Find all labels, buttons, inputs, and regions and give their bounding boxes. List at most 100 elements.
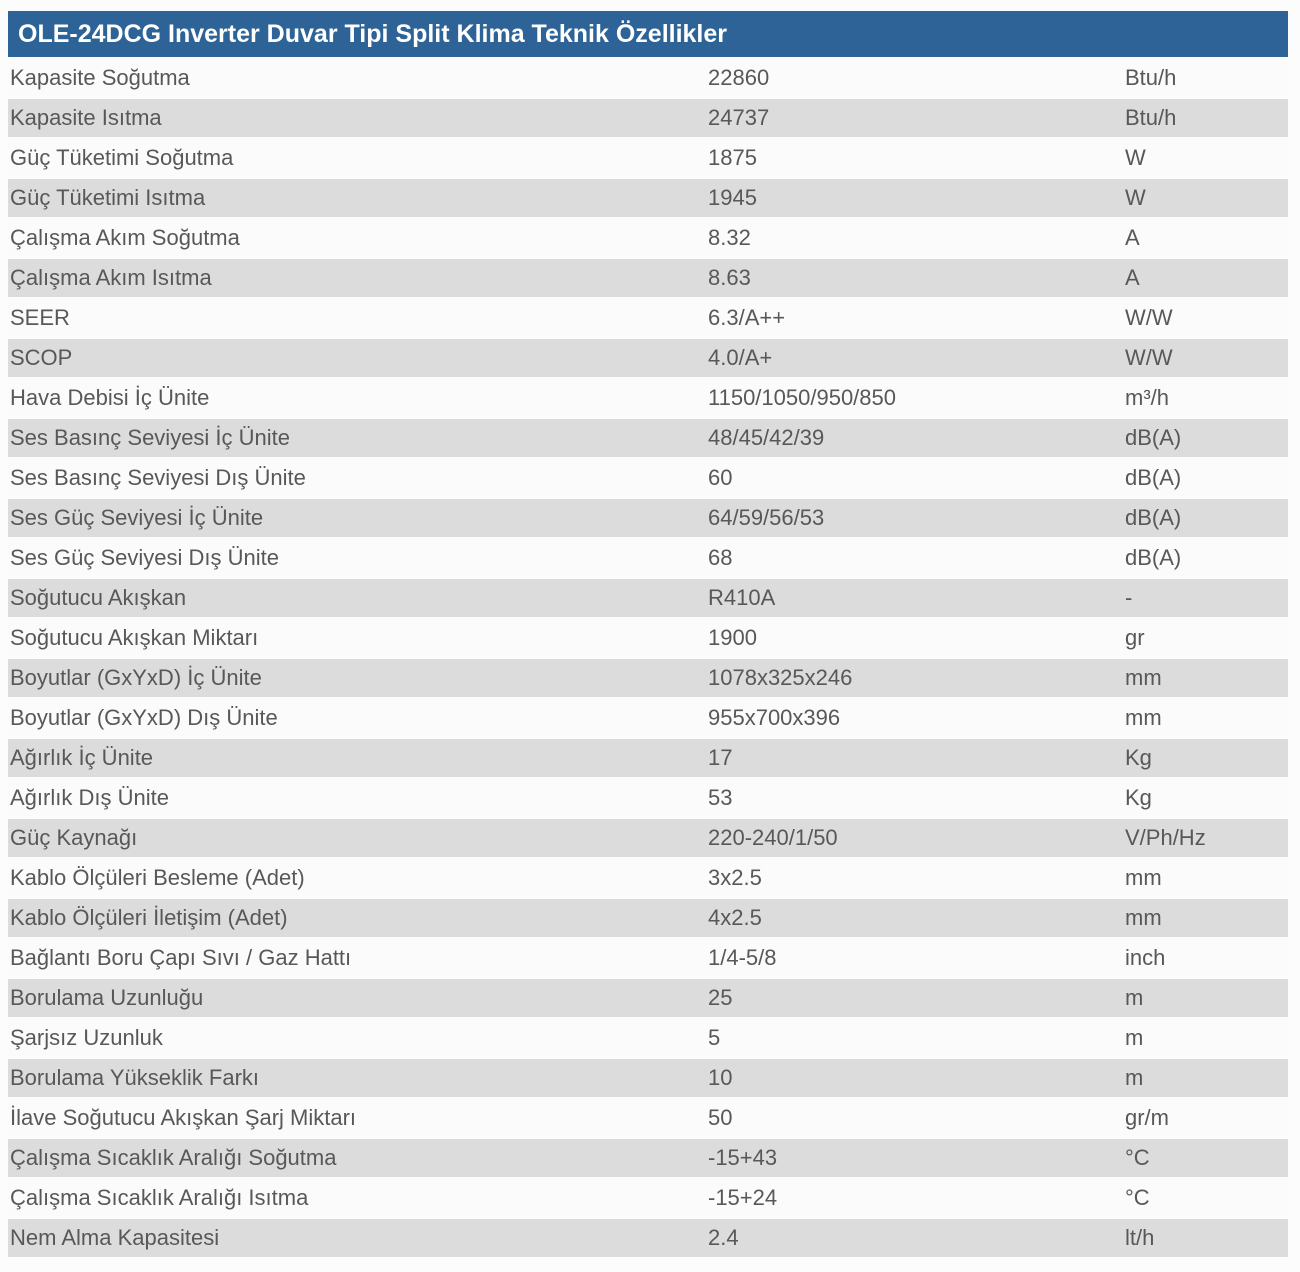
spec-value: 4x2.5	[708, 905, 762, 930]
spec-label: Çalışma Sıcaklık Aralığı Isıtma	[10, 1185, 309, 1210]
table-row: Kapasite Isıtma 24737 Btu/h	[8, 99, 1288, 137]
spec-value: 220-240/1/50	[708, 825, 838, 850]
spec-unit: A	[1125, 225, 1140, 250]
spec-unit: W	[1125, 185, 1146, 210]
spec-value: R410A	[708, 585, 776, 610]
spec-value: 1875	[708, 145, 757, 170]
spec-value: 50	[708, 1105, 733, 1130]
table-row: SEER 6.3/A++ W/W	[8, 299, 1288, 337]
spec-value: 4.0/A+	[708, 345, 773, 370]
table-row: Borulama Yükseklik Farkı 10 m	[8, 1059, 1288, 1097]
table-row: Boyutlar (GxYxD) Dış Ünite 955x700x396 m…	[8, 699, 1288, 737]
table-row: Ses Basınç Seviyesi Dış Ünite 60 dB(A)	[8, 459, 1288, 497]
spec-label: İlave Soğutucu Akışkan Şarj Miktarı	[10, 1105, 357, 1130]
spec-unit: lt/h	[1125, 1225, 1155, 1250]
spec-label: Soğutucu Akışkan Miktarı	[10, 625, 259, 650]
spec-label: Kapasite Isıtma	[10, 105, 162, 130]
table-row: Çalışma Akım Soğutma 8.32 A	[8, 219, 1288, 257]
spec-value: 1900	[708, 625, 757, 650]
table-row: Çalışma Sıcaklık Aralığı Isıtma -15+24 °…	[8, 1179, 1288, 1217]
spec-value: 17	[708, 745, 733, 770]
spec-label: Nem Alma Kapasitesi	[10, 1225, 220, 1250]
spec-label: Bağlantı Boru Çapı Sıvı / Gaz Hattı	[10, 945, 352, 970]
table-row: Ağırlık İç Ünite 17 Kg	[8, 739, 1288, 777]
spec-value: 2.4	[708, 1225, 739, 1250]
spec-label: Kablo Ölçüleri İletişim (Adet)	[10, 905, 288, 930]
table-title: OLE-24DCG Inverter Duvar Tipi Split Klim…	[18, 20, 728, 48]
table-row: Ağırlık Dış Ünite 53 Kg	[8, 779, 1288, 817]
spec-unit: W	[1125, 145, 1146, 170]
spec-label: Borulama Uzunluğu	[10, 985, 204, 1010]
table-row: Şarjsız Uzunluk 5 m	[8, 1019, 1288, 1057]
spec-label: SEER	[10, 305, 70, 330]
spec-label: SCOP	[10, 345, 73, 370]
spec-unit: °C	[1125, 1185, 1150, 1210]
spec-label: Boyutlar (GxYxD) İç Ünite	[10, 665, 262, 690]
spec-unit: W/W	[1125, 345, 1173, 370]
spec-unit: W/W	[1125, 305, 1173, 330]
spec-unit: m	[1125, 1025, 1144, 1050]
table-row: Boyutlar (GxYxD) İç Ünite 1078x325x246 m…	[8, 659, 1288, 697]
spec-label: Ses Basınç Seviyesi Dış Ünite	[10, 465, 306, 490]
spec-unit: inch	[1125, 945, 1166, 970]
spec-label: Çalışma Sıcaklık Aralığı Soğutma	[10, 1145, 337, 1170]
spec-unit: mm	[1125, 905, 1162, 930]
spec-label: Çalışma Akım Isıtma	[10, 265, 212, 290]
spec-value: 3x2.5	[708, 865, 762, 890]
spec-unit: mm	[1125, 665, 1162, 690]
spec-label: Güç Tüketimi Isıtma	[10, 185, 206, 210]
table-row: Kablo Ölçüleri Besleme (Adet) 3x2.5 mm	[8, 859, 1288, 897]
spec-label: Ağırlık Dış Ünite	[10, 785, 169, 810]
spec-value: 1150/1050/950/850	[708, 385, 896, 410]
spec-label: Güç Tüketimi Soğutma	[10, 145, 234, 170]
table-title-bar: OLE-24DCG Inverter Duvar Tipi Split Klim…	[8, 11, 1288, 57]
spec-unit: Kg	[1125, 785, 1152, 810]
spec-value: 6.3/A++	[708, 305, 786, 330]
spec-value: 10	[708, 1065, 733, 1090]
table-row: Nem Alma Kapasitesi 2.4 lt/h	[8, 1219, 1288, 1257]
spec-unit: m³/h	[1125, 385, 1169, 410]
spec-unit: dB(A)	[1125, 465, 1182, 490]
spec-unit: mm	[1125, 705, 1162, 730]
spec-label: Ses Güç Seviyesi İç Ünite	[10, 505, 264, 530]
spec-label: Güç Kaynağı	[10, 825, 138, 850]
spec-label: Hava Debisi İç Ünite	[10, 385, 210, 410]
spec-value: 60	[708, 465, 733, 490]
spec-value: 8.32	[708, 225, 751, 250]
spec-value: 22860	[708, 65, 770, 90]
spec-label: Soğutucu Akışkan	[10, 585, 187, 610]
spec-label: Çalışma Akım Soğutma	[10, 225, 240, 250]
table-row: İlave Soğutucu Akışkan Şarj Miktarı 50 g…	[8, 1099, 1288, 1137]
spec-label: Boyutlar (GxYxD) Dış Ünite	[10, 705, 278, 730]
spec-value: 1/4-5/8	[708, 945, 777, 970]
spec-rows: Kapasite Soğutma 22860 Btu/h Kapasite Is…	[8, 59, 1288, 1257]
table-row: Çalışma Akım Isıtma 8.63 A	[8, 259, 1288, 297]
spec-unit: Kg	[1125, 745, 1152, 770]
spec-unit: -	[1125, 585, 1133, 610]
spec-label: Borulama Yükseklik Farkı	[10, 1065, 260, 1090]
spec-unit: °C	[1125, 1145, 1150, 1170]
spec-value: 64/59/56/53	[708, 505, 825, 530]
spec-label: Ağırlık İç Ünite	[10, 745, 154, 770]
spec-unit: dB(A)	[1125, 545, 1182, 570]
spec-unit: m	[1125, 1065, 1144, 1090]
table-row: Soğutucu Akışkan Miktarı 1900 gr	[8, 619, 1288, 657]
table-row: Kapasite Soğutma 22860 Btu/h	[8, 59, 1288, 97]
spec-value: 25	[708, 985, 733, 1010]
spec-unit: Btu/h	[1125, 105, 1177, 130]
spec-table: OLE-24DCG Inverter Duvar Tipi Split Klim…	[8, 11, 1288, 1257]
spec-unit: V/Ph/Hz	[1125, 825, 1206, 850]
spec-value: -15+24	[708, 1185, 778, 1210]
table-row: Soğutucu Akışkan R410A -	[8, 579, 1288, 617]
spec-label: Ses Güç Seviyesi Dış Ünite	[10, 545, 279, 570]
spec-value: 53	[708, 785, 733, 810]
spec-label: Şarjsız Uzunluk	[10, 1025, 163, 1050]
spec-unit: A	[1125, 265, 1140, 290]
spec-value: 48/45/42/39	[708, 425, 825, 450]
table-row: Ses Güç Seviyesi İç Ünite 64/59/56/53 dB…	[8, 499, 1288, 537]
spec-unit: m	[1125, 985, 1144, 1010]
table-row: Güç Tüketimi Soğutma 1875 W	[8, 139, 1288, 177]
table-row: Ses Güç Seviyesi Dış Ünite 68 dB(A)	[8, 539, 1288, 577]
spec-unit: gr/m	[1125, 1105, 1169, 1130]
spec-unit: dB(A)	[1125, 505, 1182, 530]
